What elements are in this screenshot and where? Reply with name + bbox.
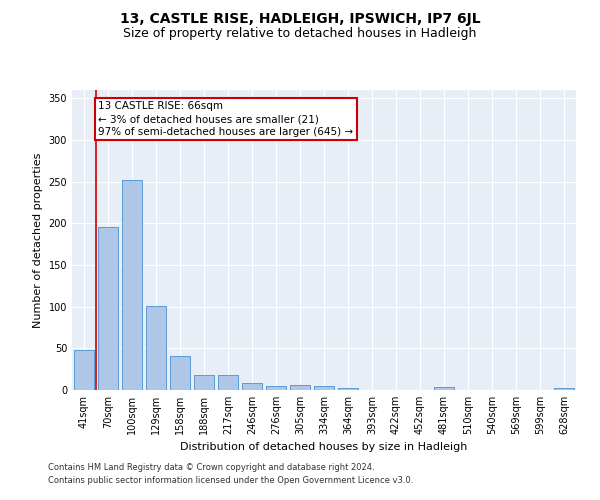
Bar — [218, 375, 238, 390]
Bar — [266, 386, 286, 390]
Bar — [554, 388, 574, 390]
Bar — [146, 306, 166, 390]
Y-axis label: Number of detached properties: Number of detached properties — [33, 152, 43, 328]
Bar — [170, 356, 190, 390]
Text: Contains public sector information licensed under the Open Government Licence v3: Contains public sector information licen… — [48, 476, 413, 485]
Text: Contains HM Land Registry data © Crown copyright and database right 2024.: Contains HM Land Registry data © Crown c… — [48, 464, 374, 472]
Bar — [290, 385, 310, 390]
Text: 13 CASTLE RISE: 66sqm
← 3% of detached houses are smaller (21)
97% of semi-detac: 13 CASTLE RISE: 66sqm ← 3% of detached h… — [98, 101, 353, 137]
Text: 13, CASTLE RISE, HADLEIGH, IPSWICH, IP7 6JL: 13, CASTLE RISE, HADLEIGH, IPSWICH, IP7 … — [119, 12, 481, 26]
Bar — [98, 226, 118, 390]
Bar — [194, 375, 214, 390]
Bar — [314, 386, 334, 390]
Bar — [434, 386, 454, 390]
Bar — [74, 350, 94, 390]
Bar — [122, 180, 142, 390]
Bar — [242, 382, 262, 390]
Bar — [338, 388, 358, 390]
Text: Size of property relative to detached houses in Hadleigh: Size of property relative to detached ho… — [124, 28, 476, 40]
Text: Distribution of detached houses by size in Hadleigh: Distribution of detached houses by size … — [181, 442, 467, 452]
